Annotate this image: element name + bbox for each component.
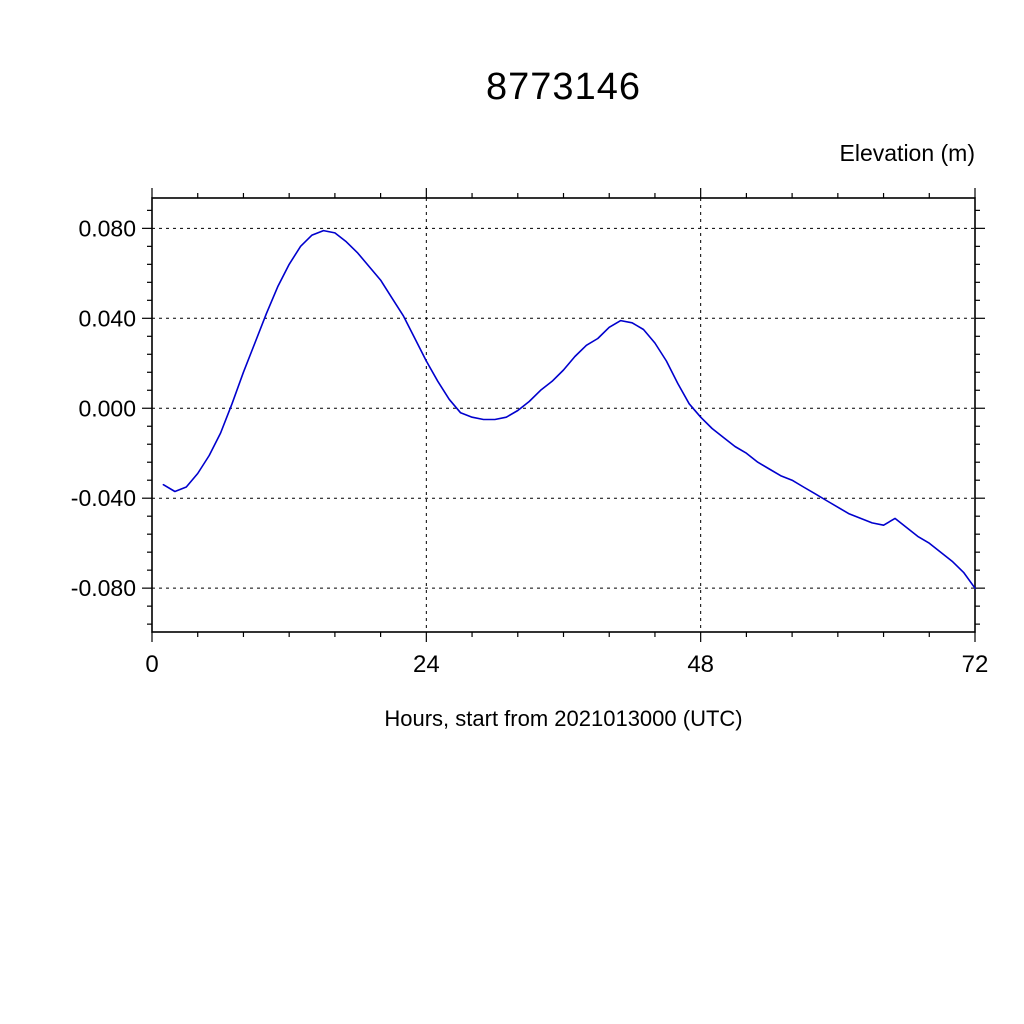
y-tick-label: -0.040 [71,485,136,511]
y-tick-label: 0.000 [78,395,136,421]
x-tick-label: 72 [962,651,989,678]
y-tick-label: 0.040 [78,305,136,331]
plot-frame [151,197,976,633]
series-line-elevation [162,229,976,590]
x-tick-label: 48 [687,651,714,678]
chart-title: 8773146 [486,66,641,108]
x-tick-label: 0 [145,651,158,678]
y-tick-label: 0.080 [78,215,136,241]
x-axis-label: Hours, start from 2021013000 (UTC) [384,706,743,731]
elevation-axis-label: Elevation (m) [839,140,975,166]
y-tick-label: -0.080 [71,575,136,601]
x-tick-label: 24 [413,651,440,678]
